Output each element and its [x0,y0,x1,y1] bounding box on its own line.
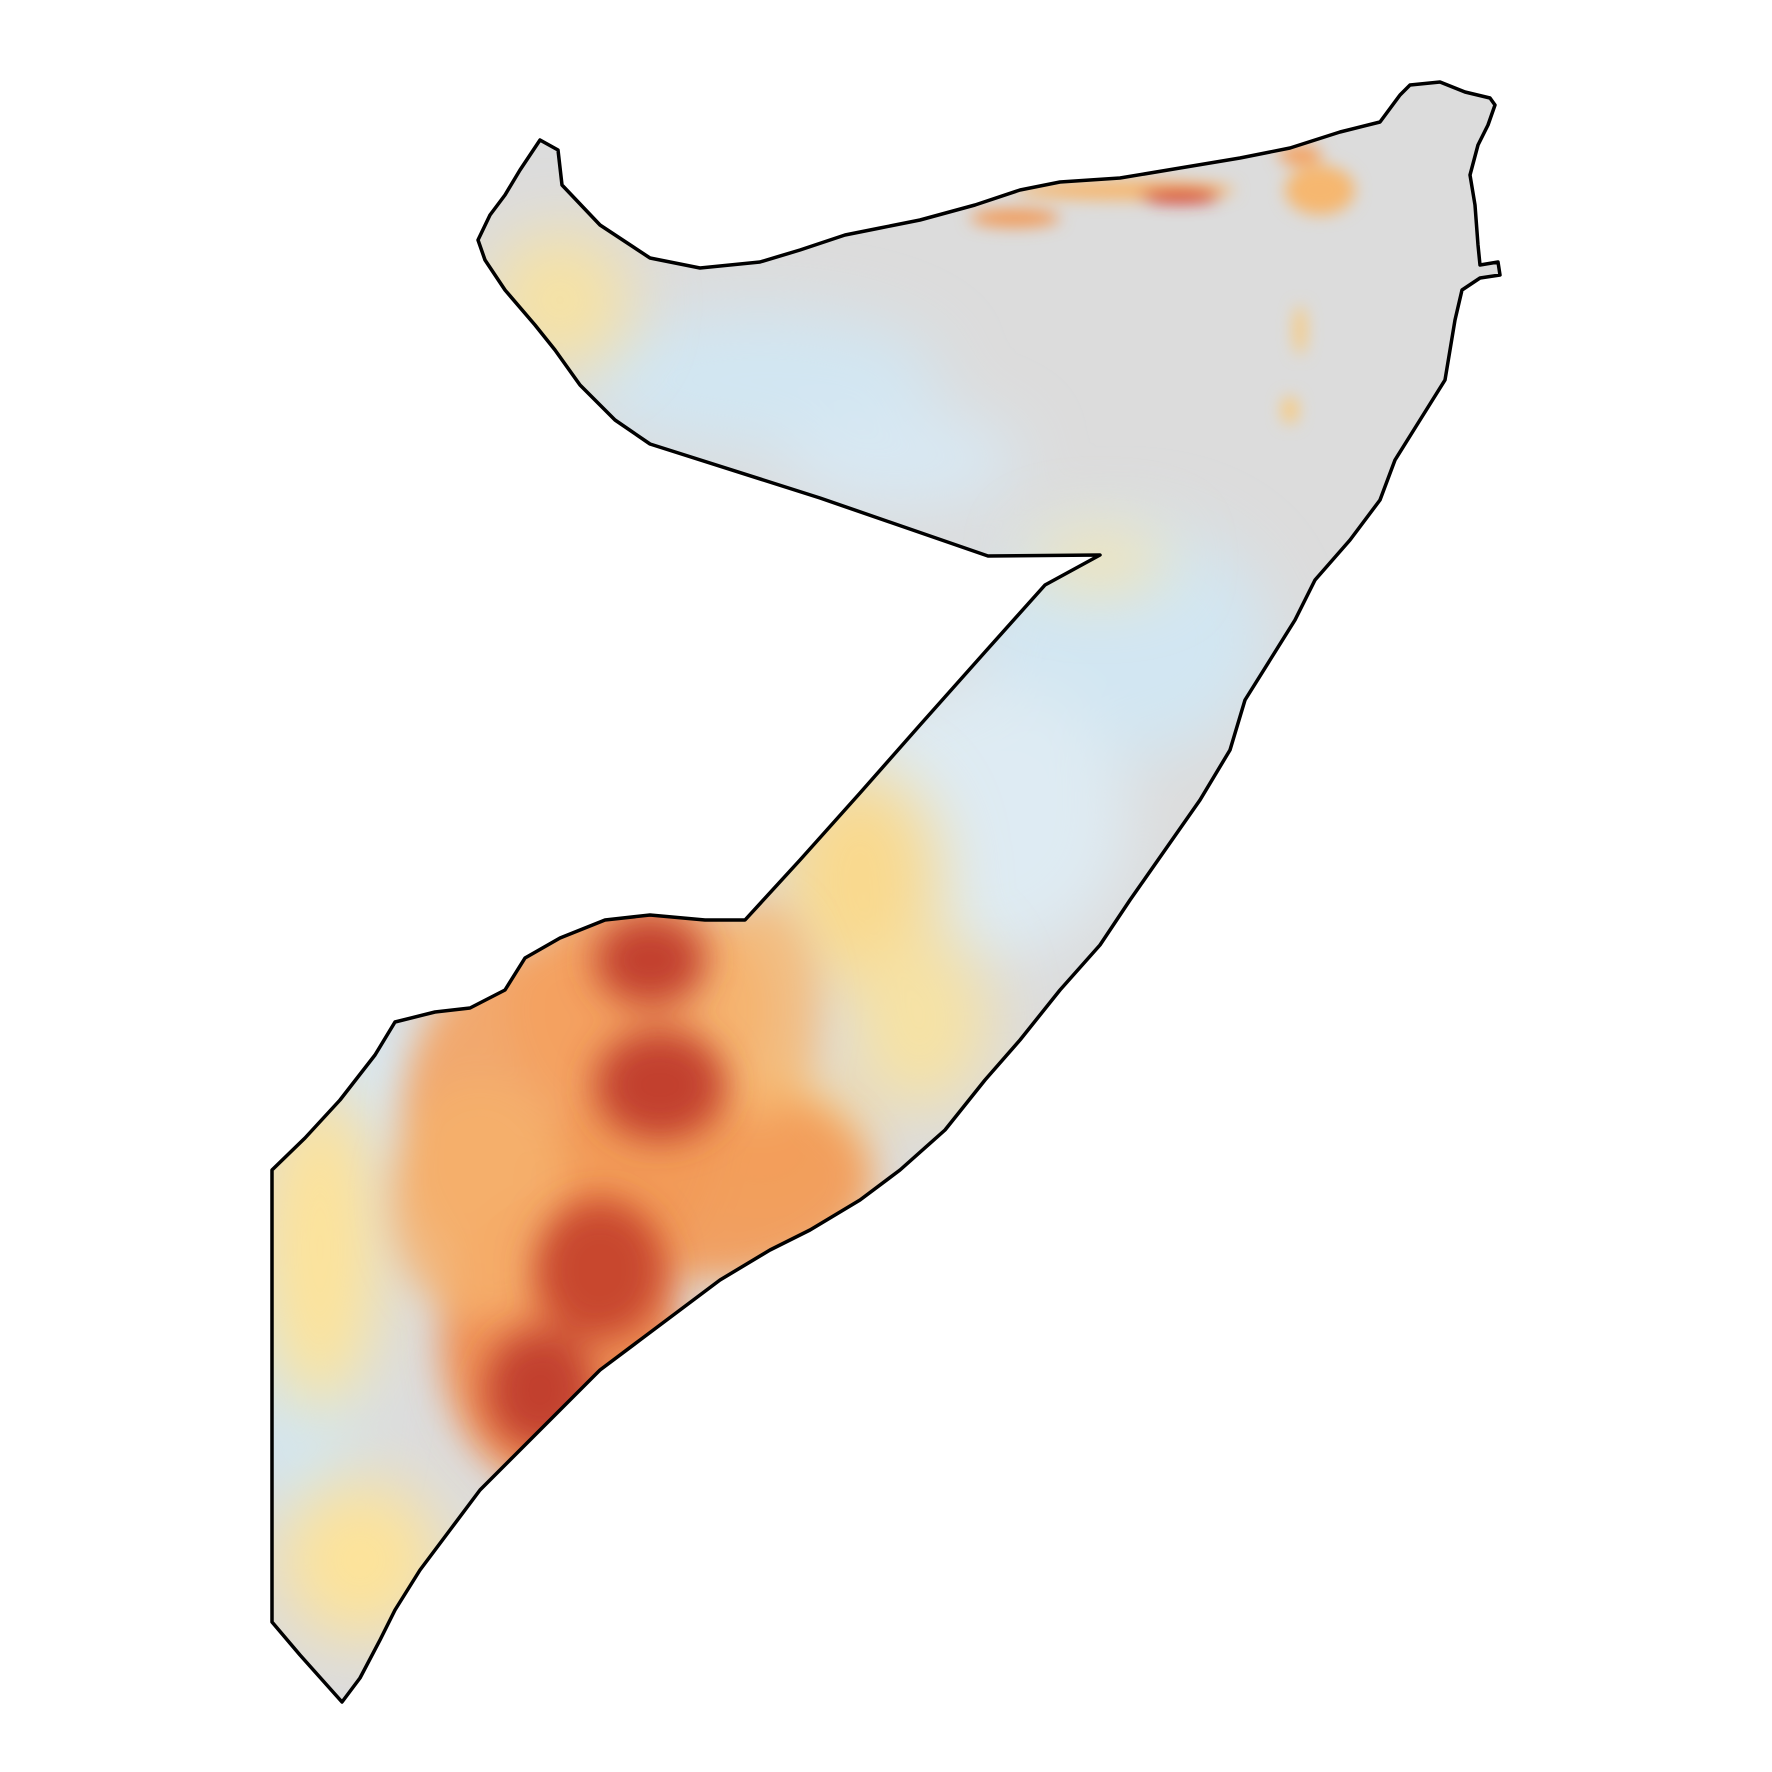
north-coast-hotspot [1140,189,1220,203]
very-high-value-zones [485,915,725,1450]
north-coast-accents [970,145,1355,424]
south-central-high-1 [595,915,705,1005]
south-central-high-2 [595,1030,725,1140]
south-central-high-3 [535,1200,665,1340]
